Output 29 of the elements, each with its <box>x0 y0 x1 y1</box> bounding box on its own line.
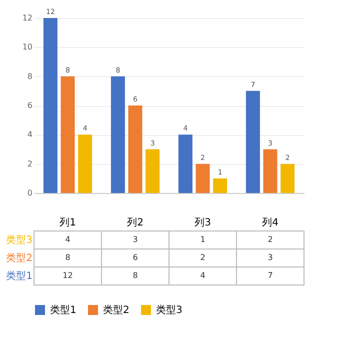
text: 3 <box>132 235 138 244</box>
legend-label: 类型2 <box>103 304 130 316</box>
y-tick-label: 2 <box>27 159 32 168</box>
y-tick-label: 6 <box>27 101 32 110</box>
y-tick-label: 12 <box>22 14 32 22</box>
x-tick-label: 列2 <box>127 218 144 228</box>
x-tick-label: 列4 <box>262 218 278 228</box>
text: 7 <box>268 271 273 280</box>
text: 4 <box>200 271 206 280</box>
x-tick-label: 列1 <box>60 218 76 228</box>
y-tick-label: 10 <box>22 42 32 52</box>
text: 类型3 <box>6 235 32 246</box>
legend-label: 类型3 <box>156 304 182 316</box>
text: 类型1 <box>6 271 32 282</box>
text: 8 <box>65 253 70 262</box>
text: 3 <box>268 253 273 262</box>
y-tick-label: 4 <box>27 130 32 140</box>
text: 2 <box>268 235 273 244</box>
legend-label: 类型1 <box>50 304 76 316</box>
text: 8 <box>132 271 138 280</box>
x-tick-label: 列3 <box>194 218 211 228</box>
text: 1 <box>200 235 206 244</box>
y-tick-label: 0 <box>27 188 32 198</box>
text: 2 <box>200 253 206 262</box>
text: 4 <box>65 235 70 244</box>
text: 类型2 <box>6 253 32 264</box>
y-tick-label: 8 <box>27 72 32 81</box>
text: 6 <box>132 253 138 262</box>
text: 12 <box>62 271 73 280</box>
